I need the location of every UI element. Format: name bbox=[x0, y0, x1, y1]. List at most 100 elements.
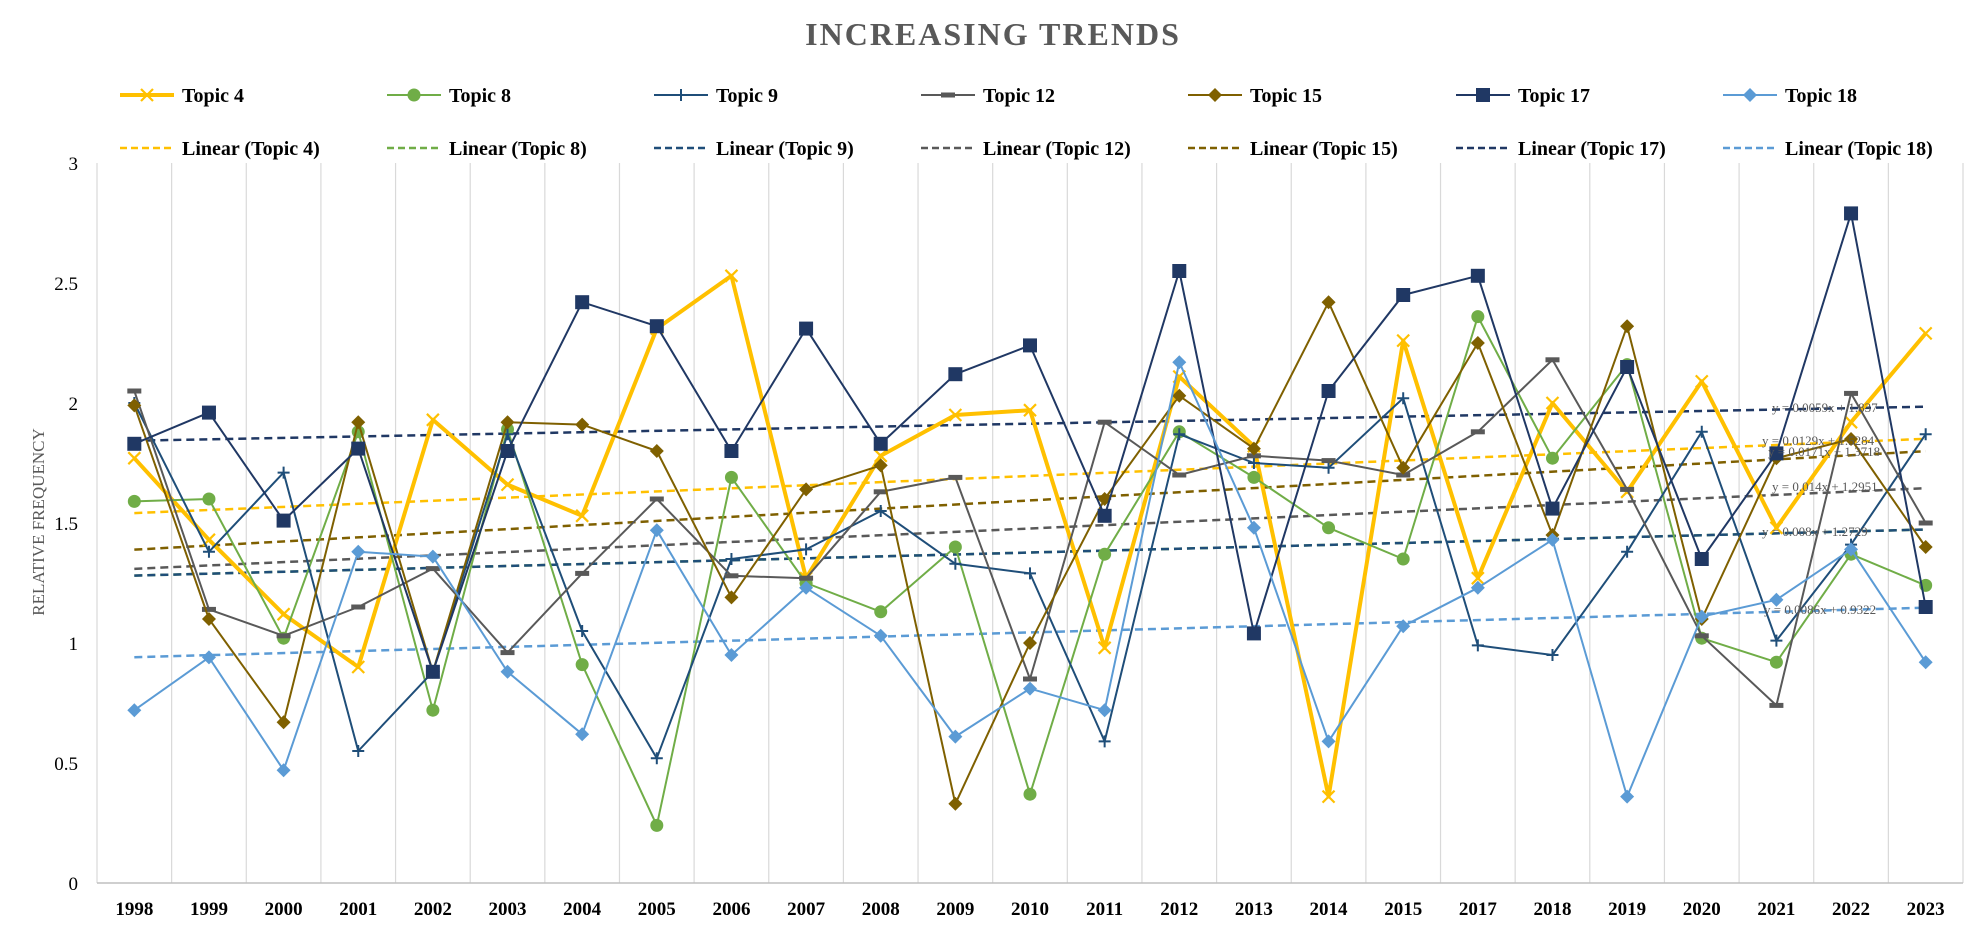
data-point bbox=[949, 557, 962, 570]
x-tick-label: 2001 bbox=[339, 899, 377, 920]
data-point bbox=[1246, 626, 1261, 641]
data-point bbox=[1918, 326, 1933, 341]
data-point bbox=[1023, 676, 1037, 682]
data-point bbox=[1620, 486, 1635, 492]
data-point bbox=[575, 658, 589, 672]
data-point bbox=[1023, 338, 1037, 353]
grid-lines bbox=[96, 163, 1964, 883]
legend-label: Topic 9 bbox=[716, 85, 778, 107]
data-point bbox=[724, 590, 739, 605]
data-point bbox=[1097, 641, 1112, 655]
data-point bbox=[799, 321, 814, 336]
trendline-equations: y = 0.0129x + 1.5284 y = 0.008x + 1.2729 y… bbox=[1762, 400, 1880, 617]
data-point bbox=[1471, 310, 1485, 324]
axes: 0 0.5 1 1.5 2 2.5 3 1998 1999 2000 2001 2002 2003 200… bbox=[54, 154, 1963, 920]
data-point bbox=[1769, 521, 1784, 535]
data-point bbox=[650, 752, 663, 765]
x-tick-label: 2008 bbox=[862, 899, 900, 920]
x-tick-label: 2015 bbox=[1384, 899, 1422, 920]
data-point bbox=[351, 544, 366, 559]
data-point bbox=[948, 367, 963, 382]
y-tick-label: 0 bbox=[69, 874, 79, 895]
data-point bbox=[1321, 734, 1336, 749]
data-point bbox=[675, 89, 687, 101]
data-point bbox=[1770, 634, 1783, 647]
data-point bbox=[873, 449, 888, 463]
data-point bbox=[352, 745, 365, 757]
data-point bbox=[1321, 295, 1336, 310]
data-point bbox=[276, 513, 291, 528]
data-point bbox=[1844, 390, 1859, 396]
data-point bbox=[1024, 567, 1036, 580]
trendline-equation: y = 0.014x + 1.2951 bbox=[1772, 479, 1878, 494]
data-point bbox=[1321, 384, 1336, 398]
trendlines bbox=[134, 405, 1926, 659]
data-point bbox=[201, 650, 216, 665]
data-point bbox=[1620, 360, 1635, 374]
data-point bbox=[649, 496, 664, 502]
data-point bbox=[799, 575, 814, 581]
x-tick-label: 2020 bbox=[1683, 899, 1721, 920]
data-point bbox=[1621, 545, 1634, 558]
data-point bbox=[201, 405, 216, 420]
legend: Topic 4 Topic 8 Topic 9 Topic 12 Topic 15 Top… bbox=[120, 85, 1933, 160]
trendline-equation: y = 0.0059x + 1.837 bbox=[1772, 400, 1878, 415]
data-point bbox=[127, 703, 142, 718]
y-tick-label: 1.5 bbox=[54, 514, 78, 535]
data-point bbox=[1545, 357, 1560, 363]
data-point bbox=[1694, 633, 1709, 639]
data-point bbox=[500, 415, 515, 430]
data-point bbox=[874, 505, 887, 517]
legend-label: Topic 15 bbox=[1250, 85, 1322, 107]
trendline-equation: y = 0.0171x + 1.3718 bbox=[1768, 444, 1880, 459]
data-point bbox=[1476, 88, 1490, 102]
data-point bbox=[276, 763, 291, 778]
x-tick-label: 2004 bbox=[563, 899, 602, 920]
data-point bbox=[1023, 681, 1037, 696]
data-point bbox=[425, 566, 440, 572]
legend-label: Topic 8 bbox=[449, 85, 511, 107]
data-point bbox=[127, 388, 142, 394]
data-point bbox=[799, 580, 814, 595]
data-point bbox=[1844, 206, 1859, 221]
data-point bbox=[1545, 396, 1560, 410]
data-point bbox=[1694, 552, 1709, 566]
x-tick-label: 2006 bbox=[712, 899, 750, 920]
data-point bbox=[1097, 703, 1112, 718]
data-point bbox=[1844, 415, 1858, 429]
trendline-equation: y = 0.008x + 1.2729 bbox=[1762, 524, 1868, 539]
data-point bbox=[948, 540, 962, 554]
data-point bbox=[1545, 501, 1560, 516]
legend-label: Linear (Topic 15) bbox=[1250, 138, 1398, 160]
x-tick-label: 1999 bbox=[190, 899, 228, 920]
data-point bbox=[1470, 336, 1485, 350]
data-point bbox=[724, 573, 739, 579]
data-point bbox=[1620, 319, 1635, 334]
data-point bbox=[1396, 472, 1411, 478]
series-topic-12 bbox=[127, 357, 1933, 708]
data-point bbox=[873, 628, 888, 643]
data-point bbox=[1471, 639, 1484, 652]
data-point bbox=[277, 466, 290, 479]
data-point bbox=[1470, 268, 1485, 283]
legend-label: Topic 17 bbox=[1518, 85, 1590, 107]
trendline bbox=[134, 449, 1926, 551]
data-point bbox=[1919, 428, 1932, 441]
data-point bbox=[1321, 789, 1336, 804]
series-line bbox=[133, 212, 1927, 673]
data-point bbox=[874, 605, 888, 619]
data-point bbox=[724, 269, 739, 283]
data-point bbox=[948, 474, 963, 480]
data-point bbox=[1247, 470, 1261, 484]
data-point bbox=[1321, 458, 1336, 464]
data-point bbox=[425, 664, 440, 679]
legend-label: Topic 18 bbox=[1785, 85, 1857, 107]
y-tick-label: 2.5 bbox=[54, 274, 78, 295]
data-point bbox=[1545, 532, 1560, 547]
data-point bbox=[1246, 441, 1261, 456]
data-point bbox=[948, 796, 963, 811]
data-point bbox=[1098, 547, 1112, 561]
data-point bbox=[1322, 461, 1335, 474]
data-point bbox=[426, 413, 440, 427]
